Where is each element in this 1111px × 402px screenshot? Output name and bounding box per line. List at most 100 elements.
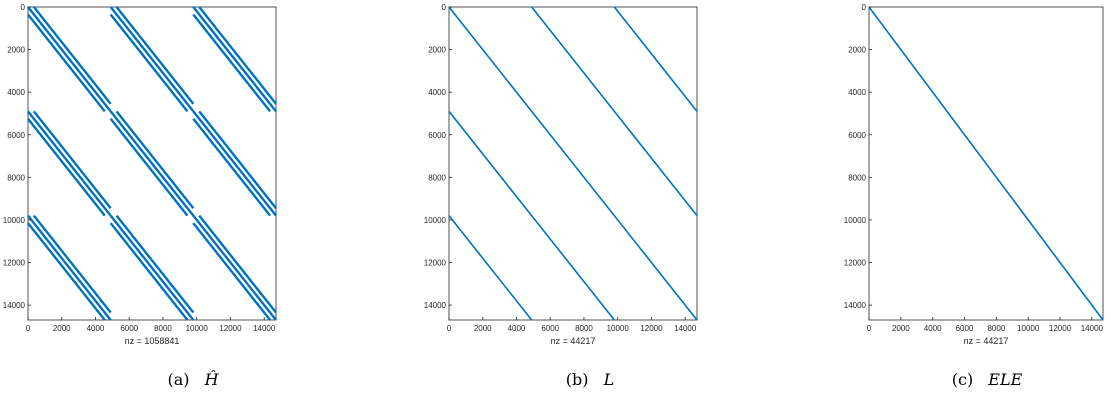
sparsity-diagonal-8 xyxy=(198,6,277,105)
sparsity-diagonal-13 xyxy=(109,110,195,217)
sparsity-diagonal-0 xyxy=(868,6,1104,321)
sparsity-diagonal-1 xyxy=(27,6,112,113)
subplot-b: 0 2000 4000 6000 8000 10000 12000 14000 0 2000 40… xyxy=(424,3,698,389)
sparsity-diagonal-0 xyxy=(27,13,106,113)
sparsity-diagonal-7 xyxy=(192,6,277,113)
caption-symbol-c: ELE xyxy=(987,370,1022,389)
y-tick-label: 2000 xyxy=(428,46,446,55)
x-tick-label: 14000 xyxy=(1081,324,1104,333)
x-tick-label: 4000 xyxy=(924,324,942,333)
y-tick-label: 12000 xyxy=(424,259,447,268)
x-tick-label: 14000 xyxy=(253,324,276,333)
sparsity-diagonal-18 xyxy=(27,222,106,321)
nz-label-a: nz = 1058841 xyxy=(125,336,180,346)
caption-a: (a) Ĥ xyxy=(167,369,219,389)
y-tick-label: 10000 xyxy=(424,216,447,225)
sparsity-diagonal-15 xyxy=(192,118,272,217)
sparsity-diagonal-0 xyxy=(448,6,698,321)
caption-symbol-a: Ĥ xyxy=(204,369,220,389)
caption-label-c: (c) xyxy=(952,370,973,389)
sparsity-diagonal-6 xyxy=(192,13,272,113)
sparsity-diagonal-23 xyxy=(115,214,195,314)
sparsity-diagonal-24 xyxy=(192,222,272,321)
y-tick-label: 6000 xyxy=(428,131,446,140)
y-tick-label: 12000 xyxy=(844,259,867,268)
sparsity-diagonal-21 xyxy=(109,222,189,321)
y-tick-label: 14000 xyxy=(424,301,447,310)
sparsity-diagonal-19 xyxy=(27,214,112,321)
sparsity-diagonal-9 xyxy=(27,118,106,217)
x-tick-label: 8000 xyxy=(987,324,1005,333)
caption-c: (c) ELE xyxy=(952,370,1023,389)
x-tick-label: 0 xyxy=(26,324,31,333)
y-tick-label: 8000 xyxy=(848,173,866,182)
x-tick-label: 12000 xyxy=(1049,324,1072,333)
subplot-c: 0 2000 4000 6000 8000 10000 12000 14000 0 2000 40… xyxy=(844,3,1104,389)
sparsity-diagonal-20 xyxy=(32,214,112,314)
sparsity-marks-c xyxy=(868,6,1104,321)
caption-b: (b) L xyxy=(566,370,614,389)
x-tick-label: 8000 xyxy=(154,324,172,333)
y-tick-label: 4000 xyxy=(7,88,25,97)
sparsity-diagonal-2 xyxy=(613,6,698,112)
x-tick-label: 14000 xyxy=(674,324,697,333)
y-tick-label: 6000 xyxy=(848,131,866,140)
x-tick-label: 6000 xyxy=(956,324,974,333)
x-tick-label: 12000 xyxy=(219,324,242,333)
sparsity-diagonal-26 xyxy=(198,214,277,314)
y-tick-label: 0 xyxy=(21,3,26,12)
x-tick-label: 12000 xyxy=(640,324,663,333)
sparsity-diagonal-11 xyxy=(32,110,112,209)
y-tick-label: 0 xyxy=(862,3,867,12)
y-tick-label: 4000 xyxy=(848,88,866,97)
caption-label-b: (b) xyxy=(566,370,589,389)
x-axis-ticks-c: 0 2000 4000 6000 8000 10000 12000 14000 xyxy=(867,317,1104,333)
x-tick-label: 4000 xyxy=(508,324,526,333)
sparsity-diagonal-25 xyxy=(192,214,277,321)
sparsity-diagonal-5 xyxy=(115,6,195,105)
x-tick-label: 0 xyxy=(447,324,452,333)
y-tick-label: 8000 xyxy=(428,173,446,182)
x-tick-label: 10000 xyxy=(607,324,630,333)
nz-label-c: nz = 44217 xyxy=(964,336,1009,346)
y-axis-ticks-a: 0 2000 4000 6000 8000 10000 12000 14000 xyxy=(3,3,31,310)
y-tick-label: 2000 xyxy=(848,46,866,55)
y-tick-label: 0 xyxy=(442,3,447,12)
sparsity-diagonal-10 xyxy=(27,110,112,217)
sparsity-diagonal-3 xyxy=(448,110,615,321)
sparsity-diagonal-12 xyxy=(109,118,189,217)
subplot-a: 0 2000 4000 6000 8000 10000 12000 14000 0 2000 40… xyxy=(3,3,277,389)
y-tick-label: 2000 xyxy=(7,46,25,55)
sparsity-marks-b xyxy=(448,6,698,321)
sparsity-diagonal-14 xyxy=(115,110,195,209)
x-axis-ticks-a: 0 2000 4000 6000 8000 10000 12000 14000 xyxy=(26,317,276,333)
sparsity-marks-a xyxy=(27,6,277,321)
sparsity-diagonal-3 xyxy=(109,13,189,113)
y-tick-label: 8000 xyxy=(7,173,25,182)
x-tick-label: 10000 xyxy=(1017,324,1040,333)
y-axis-ticks-c: 0 2000 4000 6000 8000 10000 12000 14000 xyxy=(844,3,872,310)
x-tick-label: 4000 xyxy=(87,324,105,333)
y-tick-label: 14000 xyxy=(3,301,26,310)
nz-label-b: nz = 44217 xyxy=(551,336,596,346)
caption-label-a: (a) xyxy=(167,370,189,389)
x-tick-label: 2000 xyxy=(53,324,71,333)
x-tick-label: 8000 xyxy=(575,324,593,333)
sparsity-diagonal-1 xyxy=(531,6,698,217)
sparsity-diagonal-16 xyxy=(192,110,277,217)
y-tick-label: 4000 xyxy=(428,88,446,97)
caption-symbol-b: L xyxy=(603,370,615,389)
x-tick-label: 2000 xyxy=(892,324,910,333)
sparsity-diagonal-17 xyxy=(198,110,277,209)
x-tick-label: 0 xyxy=(867,324,872,333)
x-tick-label: 6000 xyxy=(120,324,138,333)
x-tick-label: 6000 xyxy=(541,324,559,333)
x-tick-label: 2000 xyxy=(474,324,492,333)
y-tick-label: 10000 xyxy=(844,216,867,225)
y-tick-label: 12000 xyxy=(3,259,26,268)
y-axis-ticks-b: 0 2000 4000 6000 8000 10000 12000 14000 xyxy=(424,3,452,310)
y-tick-label: 10000 xyxy=(3,216,26,225)
y-tick-label: 14000 xyxy=(844,301,867,310)
sparsity-diagonal-4 xyxy=(448,215,533,321)
